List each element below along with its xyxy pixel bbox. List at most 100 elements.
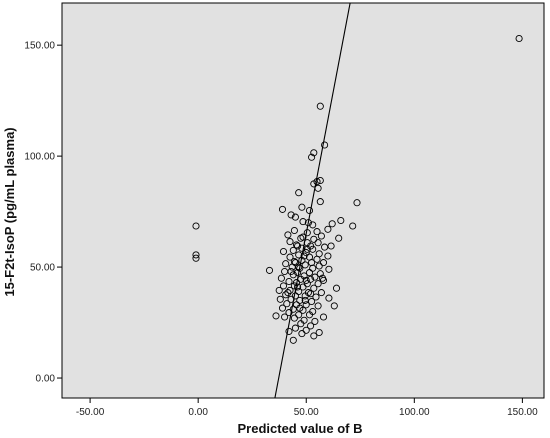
data-point [304, 219, 312, 227]
data-point [290, 257, 298, 266]
x-tick-label: 150.00 [507, 407, 538, 418]
data-point [305, 206, 314, 215]
data-point [325, 265, 333, 273]
data-point [282, 291, 290, 299]
data-point [310, 180, 318, 188]
data-point [319, 259, 328, 267]
data-point [286, 286, 294, 294]
data-point [278, 304, 287, 312]
data-point [313, 228, 321, 236]
data-point [286, 253, 294, 261]
data-point [319, 313, 328, 321]
data-point [310, 332, 318, 340]
data-point [285, 277, 293, 286]
data-point [321, 141, 329, 149]
data-point [310, 149, 318, 157]
data-point [317, 289, 325, 297]
data-point [272, 312, 280, 320]
data-point [298, 256, 306, 264]
y-tick-label: 50.00 [30, 263, 55, 274]
data-point [328, 220, 336, 228]
data-point [192, 222, 200, 230]
plot-area [61, 2, 545, 399]
data-point [337, 216, 345, 225]
data-point [295, 189, 303, 197]
data-point [290, 282, 298, 290]
data-point [278, 205, 287, 213]
data-point [301, 296, 309, 304]
data-point [284, 289, 292, 297]
data-point [279, 247, 288, 256]
data-point [294, 269, 302, 277]
data-point [281, 313, 289, 321]
data-point [315, 262, 323, 270]
data-point [310, 284, 318, 292]
data-point [286, 238, 294, 246]
data-point [318, 274, 327, 282]
data-point [308, 259, 316, 267]
data-point [298, 330, 306, 338]
data-point [330, 302, 338, 310]
data-point [298, 203, 306, 211]
data-point [292, 241, 301, 249]
data-point [284, 231, 292, 239]
data-point [275, 286, 283, 294]
data-point [296, 304, 304, 312]
data-point [300, 252, 308, 260]
x-axis-title: Predicted value of B [238, 421, 363, 436]
data-point [282, 260, 290, 268]
data-point [291, 292, 299, 300]
data-point [327, 242, 335, 250]
data-point [316, 102, 324, 110]
data-point [314, 280, 322, 288]
data-point [294, 283, 302, 291]
data-point [290, 226, 298, 235]
fit-line [274, 3, 351, 398]
data-point [299, 218, 307, 226]
data-point [285, 327, 293, 335]
data-point [287, 295, 295, 303]
data-point [317, 232, 325, 240]
data-point [287, 267, 295, 276]
data-point [291, 213, 299, 221]
data-point [265, 266, 274, 274]
y-tick-label: 150.00 [24, 41, 55, 52]
data-point [302, 301, 310, 309]
data-point [309, 221, 317, 229]
data-point [298, 244, 306, 252]
data-point [277, 274, 285, 282]
data-point [295, 263, 303, 271]
data-point [294, 242, 302, 250]
data-point [309, 245, 317, 253]
data-point [324, 225, 332, 233]
data-point [295, 251, 303, 259]
data-point [314, 239, 322, 247]
data-point [325, 294, 333, 302]
data-point [335, 234, 343, 242]
data-point [297, 320, 305, 328]
x-tick-label: 50.00 [294, 407, 319, 418]
data-point [299, 283, 307, 291]
data-point [313, 255, 321, 263]
data-point [307, 322, 315, 330]
data-point [303, 229, 311, 237]
data-point [192, 254, 200, 262]
data-point [314, 302, 322, 310]
data-point [301, 261, 309, 269]
data-point [349, 222, 357, 230]
data-point [291, 324, 299, 332]
data-point [316, 198, 324, 206]
data-point [314, 184, 322, 192]
y-axis-title: 15-F2t-IsoP (pg/mL plasma) [2, 127, 17, 296]
data-point [311, 273, 319, 281]
data-point [332, 284, 341, 292]
data-point [290, 314, 298, 322]
data-point [310, 235, 318, 243]
data-point [311, 317, 319, 325]
data-point [296, 264, 304, 272]
data-point [305, 311, 314, 319]
data-point [287, 211, 295, 219]
data-point [515, 34, 523, 43]
data-point [302, 276, 310, 284]
data-point [316, 176, 324, 185]
